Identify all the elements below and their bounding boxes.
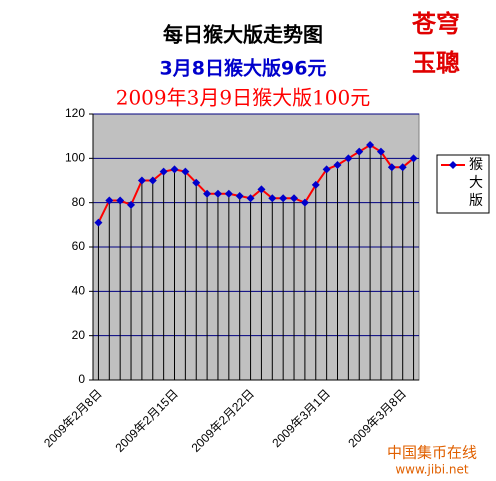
marker: [159, 167, 168, 176]
x-tick-label: 2009年2月22日: [189, 386, 257, 454]
marker: [366, 141, 375, 150]
marker: [213, 189, 222, 198]
y-tick-label: 100: [65, 151, 85, 165]
marker: [235, 192, 244, 201]
marker: [127, 200, 136, 209]
marker: [279, 194, 288, 203]
legend-label: 猴大版: [469, 157, 483, 209]
marker: [355, 147, 364, 156]
marker: [192, 178, 201, 187]
marker: [344, 154, 353, 163]
marker: [398, 163, 407, 172]
marker: [376, 147, 385, 156]
marker: [300, 198, 309, 207]
y-tick-label: 120: [65, 106, 85, 120]
stamp: 苍穹: [411, 10, 460, 38]
x-tick-label: 2009年2月8日: [41, 386, 105, 450]
chart-title: 每日猴大版走势图: [163, 23, 323, 47]
x-tick-label: 2009年3月8日: [345, 386, 409, 450]
marker: [105, 196, 114, 205]
marker: [387, 163, 396, 172]
y-tick-label: 0: [78, 372, 85, 386]
marker: [203, 189, 212, 198]
marker: [137, 176, 146, 185]
subtitle: 3月8日猴大版96元: [160, 57, 327, 80]
y-tick-label: 60: [72, 239, 86, 253]
marker: [290, 194, 299, 203]
marker: [181, 167, 190, 176]
x-tick-label: 2009年3月1日: [269, 386, 333, 450]
marker: [224, 189, 233, 198]
stamp: 玉聰: [412, 49, 460, 77]
marker: [116, 196, 125, 205]
watermark: www.jibi.net: [395, 463, 469, 477]
y-tick-label: 80: [72, 195, 86, 209]
marker: [311, 180, 320, 189]
marker: [94, 218, 103, 227]
marker: [246, 194, 255, 203]
y-tick-label: 40: [72, 284, 86, 298]
marker: [409, 154, 418, 163]
annotation: 2009年3月9日猴大版100元: [116, 86, 371, 110]
marker: [257, 185, 266, 194]
marker: [170, 165, 179, 174]
marker: [148, 176, 157, 185]
legend-marker: [449, 161, 457, 169]
marker: [322, 165, 331, 174]
watermark: 中国集币在线: [387, 444, 477, 462]
marker: [333, 160, 342, 169]
marker: [268, 194, 277, 203]
x-tick-label: 2009年2月15日: [112, 386, 180, 454]
y-tick-label: 20: [72, 328, 86, 342]
